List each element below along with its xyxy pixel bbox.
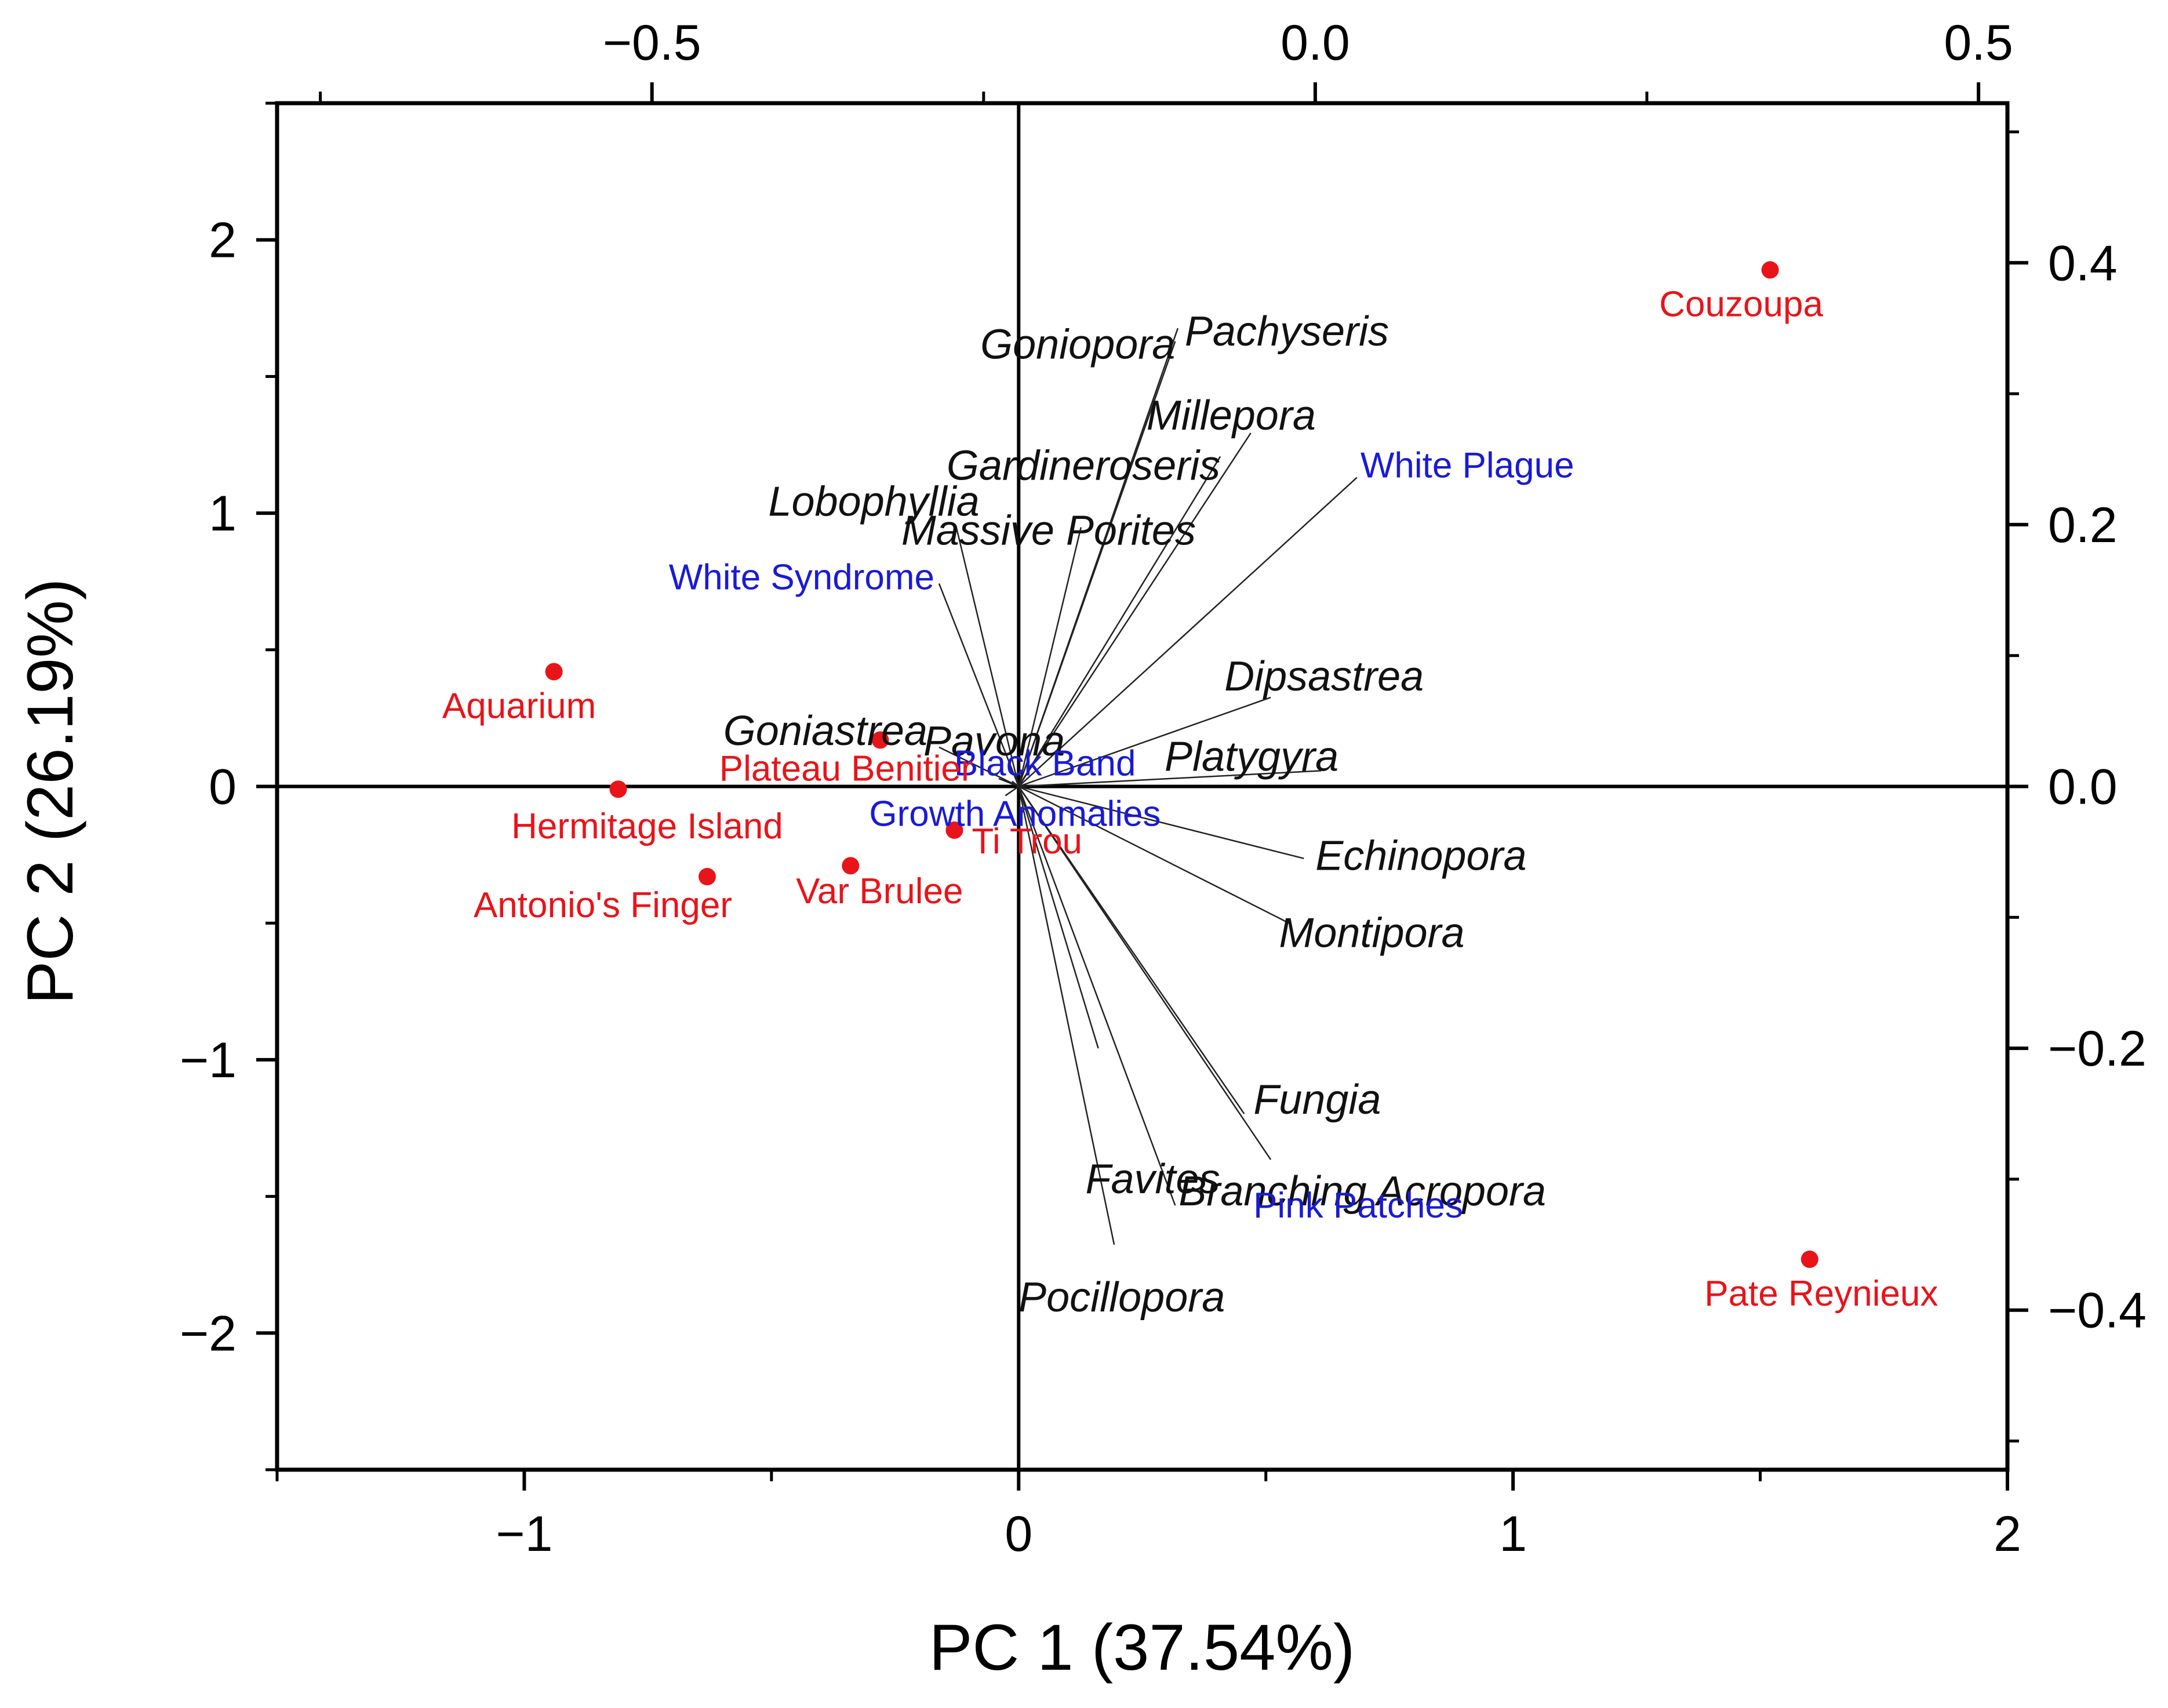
loading-lines-layer [938,328,1358,1245]
right-tick-label: −0.2 [2048,1021,2147,1077]
disease-label: White Plague [1361,446,1574,486]
x-tick-label: 2 [1994,1506,2021,1562]
x-axis-title: PC 1 (37.54%) [929,1611,1355,1684]
species-loading-line [1018,786,1304,859]
species-label: Fungia [1253,1077,1381,1123]
disease-label: Pink Patches [1253,1186,1463,1226]
site-label: Pate Reynieux [1704,1274,1938,1314]
y-axis-title: PC 2 (26.19%) [14,579,86,1005]
species-label: Platygyra [1165,733,1338,780]
disease-label: Growth Anomalies [869,794,1161,834]
species-label: Lobophyllia [768,478,979,525]
site-point [945,821,963,839]
right-tick-label: 0.2 [2048,497,2118,553]
site-point [609,780,627,798]
disease-loading-line [938,583,1020,787]
species-loading-line [1018,786,1291,925]
site-point [1800,1251,1818,1269]
y-tick-label: 0 [209,759,237,815]
disease-label: Black Band [954,743,1136,783]
site-label: Antonio's Finger [474,885,732,925]
top-tick-label: −0.5 [603,15,701,71]
top-tick-label: 0.5 [1944,15,2013,71]
species-label: Goniastrea [723,708,927,754]
site-points-layer [545,261,1818,1269]
species-label: Dipsastrea [1224,653,1424,700]
species-loading-line [939,746,1019,787]
y-tick-label: 1 [209,486,237,542]
disease-loading-line [1018,477,1358,787]
species-label: Montipora [1279,910,1464,957]
disease-label: White Syndrome [669,557,934,597]
right-tick-label: 0.4 [2048,235,2118,291]
top-tick-label: 0.0 [1281,15,1350,71]
species-loading-line [955,527,1020,787]
x-tick-label: 1 [1499,1506,1527,1562]
site-label: Aquarium [442,686,596,726]
y-tick-label: 2 [209,213,237,268]
axes-layer: −1 0 1 2 −2 −1 0 1 2 −0.5 0.0 0.5 −0.4 −0.2 0.0 0.2 0.4 [180,15,2147,1562]
site-label: Ti Trou [972,822,1082,862]
species-loading-line [1018,456,1221,787]
species-loading-line [1018,527,1082,787]
site-label: Couzoupa [1659,285,1823,325]
species-label: Echinopora [1315,833,1526,880]
species-loading-line [1018,770,1322,787]
right-tick-label: 0.0 [2048,759,2118,815]
site-point [842,857,860,875]
site-label: Plateau Benitier [719,748,973,788]
species-label: Goniopora [980,322,1175,368]
site-point [698,868,716,886]
species-label: Pavona [923,718,1065,765]
species-label: Gardineroseris [947,442,1220,489]
species-loading-line [998,777,1019,787]
site-point [1761,261,1779,279]
species-loading-line [1018,433,1252,787]
disease-loading-line [1012,780,1020,787]
species-loading-line [1018,696,1271,787]
labels-layer: Goniopora Pachyseris MilleporaGardineroser… [442,285,1938,1321]
site-label: Var Brulee [796,871,963,911]
disease-loading-line [1018,786,1272,1160]
right-tick-label: −0.4 [2048,1283,2147,1339]
species-label: Branching Acropora [1178,1168,1546,1215]
species-label: Millepora [1147,393,1316,439]
x-tick-label: 0 [1005,1506,1032,1562]
species-label: Favites [1086,1156,1220,1202]
species-loading-line [1018,786,1099,1049]
species-label: Pachyseris [1185,308,1389,355]
x-tick-label: −1 [496,1506,552,1562]
site-point [545,663,563,681]
y-tick-label: −2 [180,1306,237,1361]
species-label: Pocillopora [1018,1274,1225,1321]
y-tick-label: −1 [180,1033,237,1088]
site-point [871,731,889,749]
disease-loading-line [1005,786,1019,797]
species-loading-line [1018,328,1179,787]
species-loading-line [1018,786,1115,1245]
site-label: Hermitage Island [511,806,783,846]
species-loading-line [1018,786,1176,1206]
species-label: Massive Porites [901,507,1196,554]
